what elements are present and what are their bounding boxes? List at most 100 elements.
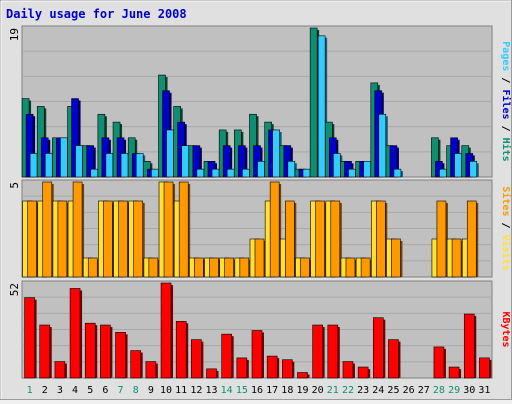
bar-kbytes-day-1 xyxy=(24,297,35,379)
series-side-label: Sites / Visits xyxy=(500,186,512,270)
x-tick-label: 15 xyxy=(236,385,248,396)
bar-pages-day-8 xyxy=(135,153,144,178)
x-tick-label: 29 xyxy=(448,385,460,396)
bar-files-day-12 xyxy=(192,145,201,178)
bar-sites-day-21 xyxy=(330,200,341,278)
x-tick-label: 7 xyxy=(118,385,124,396)
series-side-label-part: / xyxy=(500,216,511,234)
bar-pages-day-22 xyxy=(348,168,356,178)
bar-pages-day-10 xyxy=(166,129,174,178)
bar-kbytes-day-4 xyxy=(69,288,81,379)
bar-pages-day-30 xyxy=(469,161,478,178)
x-tick-label: 28 xyxy=(433,385,445,396)
bar-sites-day-22 xyxy=(345,257,356,278)
bar-kbytes-day-17 xyxy=(266,355,278,379)
bar-sites-day-13 xyxy=(209,257,219,278)
x-tick-label: 14 xyxy=(221,385,233,396)
x-tick-label: 24 xyxy=(372,385,384,396)
x-tick-label: 22 xyxy=(342,385,354,396)
bar-kbytes-day-20 xyxy=(312,324,323,379)
bar-sites-day-29 xyxy=(451,238,462,278)
bar-kbytes-day-16 xyxy=(251,330,263,379)
bar-pages-day-14 xyxy=(226,168,235,178)
series-side-label-part: Sites xyxy=(500,186,512,216)
bar-sites-day-20 xyxy=(315,200,325,278)
bar-pages-day-23 xyxy=(363,161,371,178)
bar-pages-day-9 xyxy=(151,168,159,178)
bar-kbytes-day-21 xyxy=(327,324,339,379)
bar-sites-day-10 xyxy=(163,181,174,278)
x-tick-label: 18 xyxy=(281,385,293,396)
bar-sites-day-28 xyxy=(436,200,447,278)
y-max-label: 5 xyxy=(8,182,21,189)
bar-pages-day-1 xyxy=(29,153,38,178)
bar-pages-day-13 xyxy=(211,168,220,178)
bar-files-day-5 xyxy=(86,145,95,178)
x-tick-label: 5 xyxy=(87,385,93,396)
x-tick-label: 12 xyxy=(190,385,202,396)
x-tick-label: 13 xyxy=(205,385,217,396)
bar-kbytes-day-3 xyxy=(54,361,66,379)
bar-kbytes-day-29 xyxy=(448,366,460,379)
bar-pages-day-18 xyxy=(287,161,296,178)
bar-pages-day-15 xyxy=(242,168,250,178)
bar-pages-day-2 xyxy=(44,153,53,178)
bar-kbytes-day-15 xyxy=(236,357,248,379)
x-tick-label: 10 xyxy=(160,385,172,396)
bar-kbytes-day-9 xyxy=(145,361,157,379)
panels-layer: 19 Pages / Files / Hits 5 Sites / Visits 52 K… xyxy=(8,25,512,379)
bar-kbytes-day-14 xyxy=(221,333,232,379)
bar-sites-day-24 xyxy=(375,200,386,278)
x-tick-label: 31 xyxy=(478,385,490,396)
bar-kbytes-day-25 xyxy=(388,339,399,379)
bar-pages-day-28 xyxy=(439,168,447,178)
bar-kbytes-day-8 xyxy=(130,350,142,379)
y-max-label: 19 xyxy=(8,28,21,41)
x-tick-label: 20 xyxy=(312,385,324,396)
series-side-label: KBytes xyxy=(500,311,511,347)
x-tick-label: 19 xyxy=(296,385,308,396)
series-side-label-part: / xyxy=(500,71,511,89)
bar-hits-day-28 xyxy=(431,137,439,178)
bar-kbytes-day-6 xyxy=(100,324,111,379)
x-tick-label: 2 xyxy=(42,385,48,396)
x-tick-label: 23 xyxy=(357,385,369,396)
x-tick-label: 3 xyxy=(57,385,63,396)
x-tick-label: 26 xyxy=(403,385,415,396)
bar-sites-day-18 xyxy=(285,200,295,278)
bar-kbytes-day-5 xyxy=(84,322,96,379)
x-tick-label: 4 xyxy=(72,385,78,396)
x-tick-label: 17 xyxy=(266,385,278,396)
bar-sites-day-30 xyxy=(466,200,477,278)
bar-pages-day-7 xyxy=(120,153,129,178)
x-axis-labels: 1 2 3 4 5 6 7 8 9 10 11 12 13 14 15 16 17 18 19 20 21 22 23 24 2… xyxy=(27,385,491,396)
bar-kbytes-day-18 xyxy=(282,359,293,379)
bar-files-day-15 xyxy=(238,145,246,178)
bar-pages-day-19 xyxy=(302,168,311,178)
bar-pages-day-25 xyxy=(393,168,402,178)
x-tick-label: 9 xyxy=(148,385,154,396)
bar-pages-day-6 xyxy=(105,153,114,178)
bar-sites-day-6 xyxy=(103,200,113,278)
x-tick-label: 30 xyxy=(463,385,475,396)
series-side-label-part: Files xyxy=(500,89,512,119)
bar-hits-day-20 xyxy=(309,27,318,178)
bar-kbytes-day-10 xyxy=(160,282,172,379)
x-tick-label: 6 xyxy=(102,385,108,396)
bar-kbytes-day-28 xyxy=(433,346,445,379)
x-tick-label: 27 xyxy=(418,385,430,396)
bar-pages-day-4 xyxy=(75,145,83,178)
bar-sites-day-17 xyxy=(269,181,280,278)
series-side-label-part: Pages xyxy=(500,41,511,71)
bar-sites-day-19 xyxy=(300,257,310,278)
bar-sites-day-14 xyxy=(224,257,234,278)
bar-sites-day-3 xyxy=(57,200,68,278)
bar-pages-day-16 xyxy=(257,161,265,178)
series-side-label: Pages / Files / Hits xyxy=(500,41,512,161)
bar-sites-day-25 xyxy=(391,238,401,278)
bar-kbytes-day-23 xyxy=(357,366,369,379)
bar-pages-day-12 xyxy=(196,168,205,178)
bar-files-day-4 xyxy=(71,98,79,178)
panel-hits: 19 Pages / Files / Hits xyxy=(8,25,512,178)
bar-kbytes-day-12 xyxy=(191,339,202,379)
